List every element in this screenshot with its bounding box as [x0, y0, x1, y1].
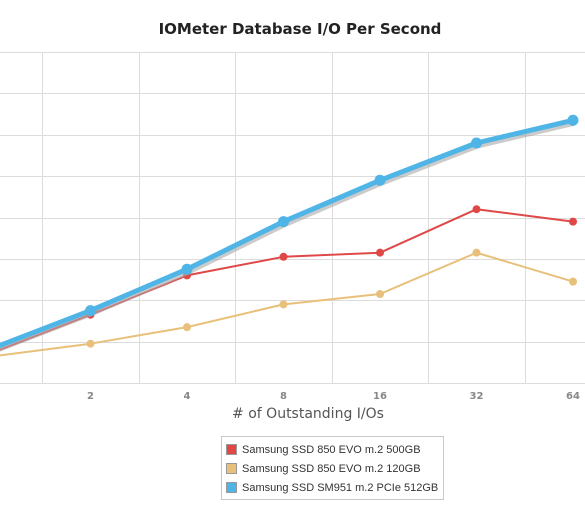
- x-tick-label: 64: [566, 391, 580, 402]
- legend-swatch-sm951-512gb: [226, 482, 237, 493]
- series-point[interactable]: [374, 174, 386, 186]
- series-point[interactable]: [181, 263, 193, 275]
- x-tick-label: 4: [184, 391, 191, 402]
- series-point[interactable]: [569, 217, 577, 226]
- grid-lines: [0, 52, 585, 384]
- legend-item-850-evo-500gb[interactable]: Samsung SSD 850 EVO m.2 500GB: [222, 440, 443, 459]
- series-point[interactable]: [86, 339, 95, 348]
- series-point[interactable]: [567, 114, 579, 126]
- x-tick-label: 16: [373, 391, 387, 402]
- x-tick-label: 2: [87, 391, 94, 402]
- legend-label: Samsung SSD 850 EVO m.2 120GB: [242, 462, 421, 475]
- legend-swatch-850-evo-500gb: [226, 444, 237, 455]
- legend-item-850-evo-120gb[interactable]: Samsung SSD 850 EVO m.2 120GB: [222, 459, 443, 478]
- series-point[interactable]: [85, 305, 96, 317]
- x-tick-labels: 2 4 8 16 32 64: [87, 391, 580, 402]
- series-point[interactable]: [472, 205, 481, 214]
- series-line-shadow: [0, 118, 575, 352]
- series-point[interactable]: [376, 248, 384, 257]
- x-axis-label: # of Outstanding I/Os: [232, 406, 384, 422]
- series-layer: [0, 114, 579, 357]
- series-point[interactable]: [183, 323, 191, 332]
- series-point[interactable]: [279, 300, 288, 309]
- series-point[interactable]: [569, 277, 577, 286]
- series-point[interactable]: [279, 252, 288, 261]
- legend: Samsung SSD 850 EVO m.2 500GB Samsung SS…: [221, 436, 444, 500]
- chart-title: IOMeter Database I/O Per Second: [159, 20, 442, 38]
- legend-label: Samsung SSD SM951 m.2 PCIe 512GB: [242, 481, 439, 494]
- legend-swatch-850-evo-120gb: [226, 463, 237, 474]
- series-point[interactable]: [472, 248, 481, 257]
- series-point[interactable]: [471, 137, 482, 149]
- series-line: [0, 208, 574, 351]
- legend-label: Samsung SSD 850 EVO m.2 500GB: [242, 443, 421, 456]
- legend-item-sm951-512gb[interactable]: Samsung SSD SM951 m.2 PCIe 512GB: [222, 478, 443, 497]
- x-tick-label: 32: [470, 391, 484, 402]
- series-point[interactable]: [376, 290, 384, 299]
- series-point[interactable]: [278, 216, 289, 228]
- x-tick-label: 8: [280, 391, 287, 402]
